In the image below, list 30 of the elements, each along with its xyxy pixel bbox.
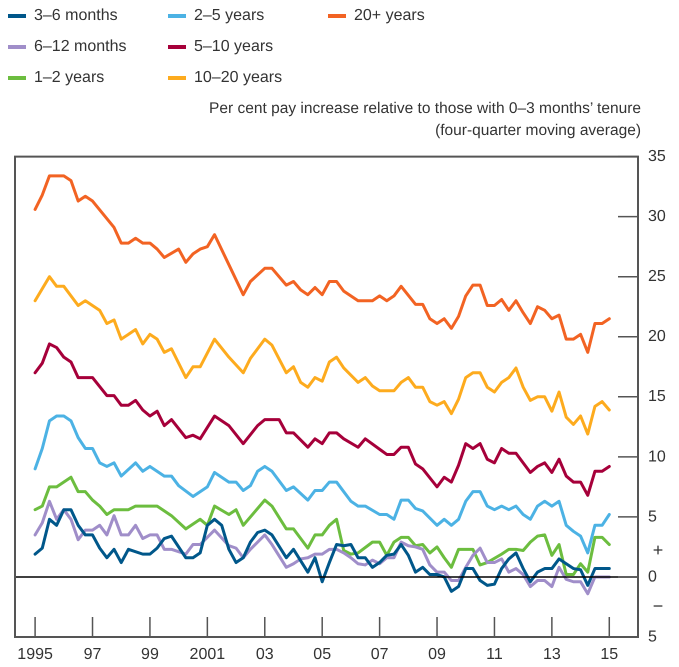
y-tick-label: 5: [648, 628, 657, 646]
x-tick-label: 11: [486, 646, 503, 664]
x-tick-label: 07: [370, 646, 389, 664]
x-tick-label: 09: [428, 646, 446, 664]
text: −: [652, 596, 664, 616]
x-tick-label: 1995: [17, 646, 53, 664]
x-tick-label: 13: [542, 646, 561, 664]
x-tick-label: 97: [84, 646, 102, 664]
legend-label: 6–12 months: [34, 38, 127, 56]
y-tick-label: 5: [648, 508, 657, 526]
y-tick-label: 15: [648, 388, 666, 406]
legend-label: 20+ years: [354, 6, 425, 24]
y-tick-label: 35: [648, 148, 666, 166]
x-tick-label: 05: [313, 646, 332, 664]
y-tick-label: 30: [648, 208, 666, 226]
x-tick-label: 03: [256, 646, 274, 664]
x-tick-label: 2001: [190, 646, 226, 664]
y-tick-label: 20: [648, 328, 666, 346]
x-tick-label: 99: [141, 646, 159, 664]
y-axis-title: Per cent pay increase relative to those with 0–3 months’ tenure (four-quarter moving average): [209, 99, 641, 141]
legend-label: 2–5 years: [194, 6, 264, 24]
y-tick-label: 10: [648, 448, 666, 466]
legend-label: 10–20 years: [194, 68, 282, 86]
y-tick-label: 25: [648, 268, 666, 286]
text: +: [652, 540, 664, 560]
y-tick-label: 0: [648, 568, 657, 586]
x-tick-label: 15: [600, 646, 618, 664]
legend-label: 1–2 years: [34, 68, 104, 86]
legend-label: 3–6 months: [34, 6, 118, 24]
legend-label: 5–10 years: [194, 38, 274, 56]
